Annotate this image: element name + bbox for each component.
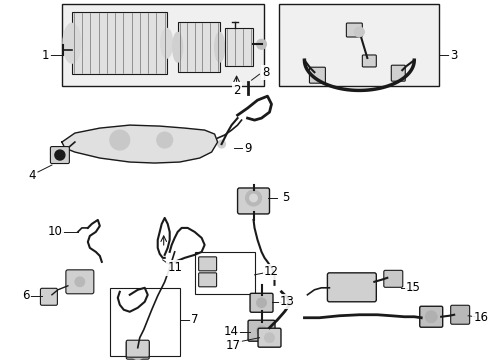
Bar xyxy=(62,4,263,86)
Text: 14: 14 xyxy=(224,325,239,338)
FancyBboxPatch shape xyxy=(198,273,216,287)
Bar xyxy=(279,4,438,86)
FancyBboxPatch shape xyxy=(237,188,269,214)
Circle shape xyxy=(264,333,274,343)
Bar xyxy=(177,22,219,72)
Ellipse shape xyxy=(172,32,183,62)
FancyBboxPatch shape xyxy=(50,147,69,163)
Bar xyxy=(72,12,166,74)
Text: 9: 9 xyxy=(244,141,251,154)
Ellipse shape xyxy=(63,23,81,63)
Text: 7: 7 xyxy=(190,313,198,326)
FancyBboxPatch shape xyxy=(249,293,272,312)
Text: 8: 8 xyxy=(261,66,269,79)
Circle shape xyxy=(156,132,172,148)
Text: 11: 11 xyxy=(167,261,182,274)
Circle shape xyxy=(425,311,436,323)
FancyBboxPatch shape xyxy=(346,23,362,37)
Bar xyxy=(110,288,179,356)
Circle shape xyxy=(131,348,143,360)
Ellipse shape xyxy=(214,32,224,62)
FancyBboxPatch shape xyxy=(309,67,325,83)
FancyBboxPatch shape xyxy=(450,305,468,324)
Circle shape xyxy=(256,326,266,336)
FancyBboxPatch shape xyxy=(327,273,376,302)
Circle shape xyxy=(256,298,266,308)
Text: 6: 6 xyxy=(22,289,30,302)
FancyBboxPatch shape xyxy=(247,320,274,341)
Circle shape xyxy=(217,140,225,148)
FancyBboxPatch shape xyxy=(362,55,376,67)
Text: 5: 5 xyxy=(281,192,288,204)
Circle shape xyxy=(245,190,261,206)
FancyBboxPatch shape xyxy=(126,341,149,359)
Circle shape xyxy=(55,150,65,160)
Text: 15: 15 xyxy=(405,281,420,294)
Circle shape xyxy=(354,27,364,37)
FancyBboxPatch shape xyxy=(258,328,281,347)
Circle shape xyxy=(75,277,85,287)
Text: 2: 2 xyxy=(232,84,240,97)
FancyBboxPatch shape xyxy=(383,270,402,287)
Text: 12: 12 xyxy=(264,265,279,278)
Text: 4: 4 xyxy=(28,168,36,181)
Ellipse shape xyxy=(161,28,172,58)
Text: 13: 13 xyxy=(280,295,294,308)
Circle shape xyxy=(256,39,266,49)
FancyBboxPatch shape xyxy=(419,306,442,327)
FancyBboxPatch shape xyxy=(41,288,57,305)
Polygon shape xyxy=(62,125,217,163)
FancyBboxPatch shape xyxy=(198,257,216,271)
Text: 17: 17 xyxy=(225,339,241,352)
Circle shape xyxy=(110,130,129,150)
FancyBboxPatch shape xyxy=(66,270,94,294)
Text: 16: 16 xyxy=(473,311,488,324)
Bar xyxy=(224,28,252,66)
Text: 3: 3 xyxy=(449,49,457,62)
Text: 10: 10 xyxy=(47,225,62,238)
Bar xyxy=(194,252,254,294)
FancyBboxPatch shape xyxy=(126,340,149,357)
Circle shape xyxy=(249,194,257,202)
FancyBboxPatch shape xyxy=(390,65,405,81)
Text: 1: 1 xyxy=(42,49,50,62)
